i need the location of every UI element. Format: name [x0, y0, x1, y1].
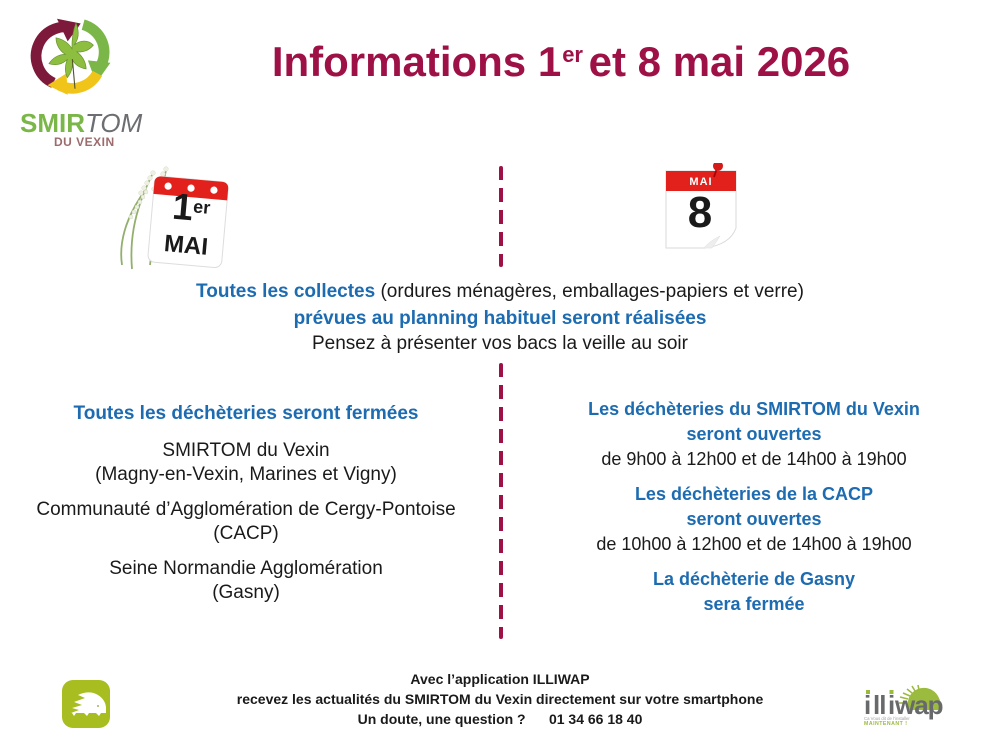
svg-text:MAI: MAI	[163, 230, 209, 261]
svg-text:MAI: MAI	[689, 176, 712, 188]
svg-text:8: 8	[688, 188, 712, 237]
svg-text:MAINTENANT !: MAINTENANT !	[864, 721, 907, 726]
